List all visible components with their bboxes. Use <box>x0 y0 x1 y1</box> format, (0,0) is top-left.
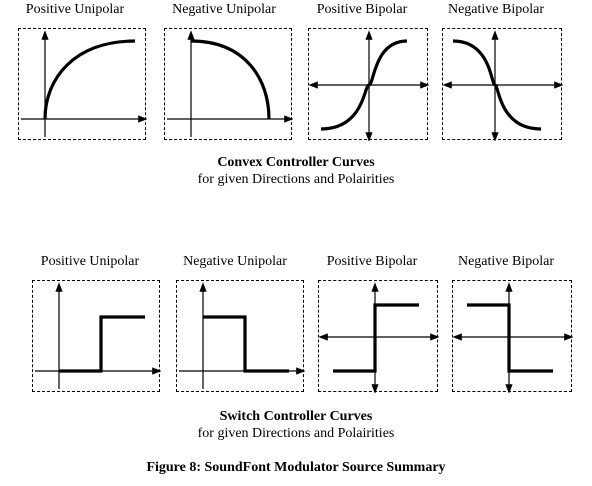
curve <box>452 39 542 131</box>
curve <box>333 303 419 373</box>
switch-title-positive-unipolar: Positive Unipolar <box>40 254 140 269</box>
switch-title-negative-bipolar: Negative Bipolar <box>457 254 555 269</box>
convex-negative-bipolar-panel <box>442 28 563 141</box>
curve <box>190 39 271 120</box>
convex-negative-unipolar-panel <box>164 28 293 140</box>
switch-positive-unipolar-panel <box>32 280 161 392</box>
curve <box>43 39 136 120</box>
switch-positive-unipolar-plot <box>35 282 161 389</box>
curve <box>59 315 145 373</box>
convex-caption-title: Convex Controller Curves <box>217 155 375 170</box>
convex-positive-unipolar-panel <box>18 28 147 140</box>
convex-title-negative-bipolar: Negative Bipolar <box>447 2 545 17</box>
convex-positive-bipolar-panel <box>308 28 429 141</box>
convex-negative-unipolar-plot <box>167 30 293 137</box>
switch-caption-subtitle: for given Directions and Polairities <box>197 426 395 441</box>
switch-negative-bipolar-panel <box>452 280 573 393</box>
convex-caption-subtitle: for given Directions and Polairities <box>197 172 395 187</box>
convex-caption: Convex Controller Curves for given Direc… <box>0 154 592 188</box>
switch-positive-bipolar-plot <box>319 282 439 393</box>
switch-negative-unipolar-plot <box>179 282 305 389</box>
curve <box>467 303 553 373</box>
convex-title-positive-bipolar: Positive Bipolar <box>316 2 408 17</box>
switch-title-negative-unipolar: Negative Unipolar <box>183 254 287 269</box>
switch-positive-bipolar-panel <box>318 280 439 393</box>
convex-title-negative-unipolar: Negative Unipolar <box>172 2 276 17</box>
switch-title-positive-bipolar: Positive Bipolar <box>326 254 418 269</box>
switch-negative-unipolar-panel <box>176 280 305 392</box>
switch-negative-bipolar-plot <box>453 282 573 393</box>
convex-negative-bipolar-plot <box>443 30 563 141</box>
curve <box>320 39 408 131</box>
switch-caption-title: Switch Controller Curves <box>219 409 373 424</box>
switch-caption: Switch Controller Curves for given Direc… <box>0 408 592 442</box>
convex-title-positive-unipolar: Positive Unipolar <box>25 2 125 17</box>
convex-positive-unipolar-plot <box>21 30 147 137</box>
figure-caption: Figure 8: SoundFont Modulator Source Sum… <box>146 460 446 475</box>
curve <box>203 315 289 373</box>
convex-positive-bipolar-plot <box>309 30 429 141</box>
